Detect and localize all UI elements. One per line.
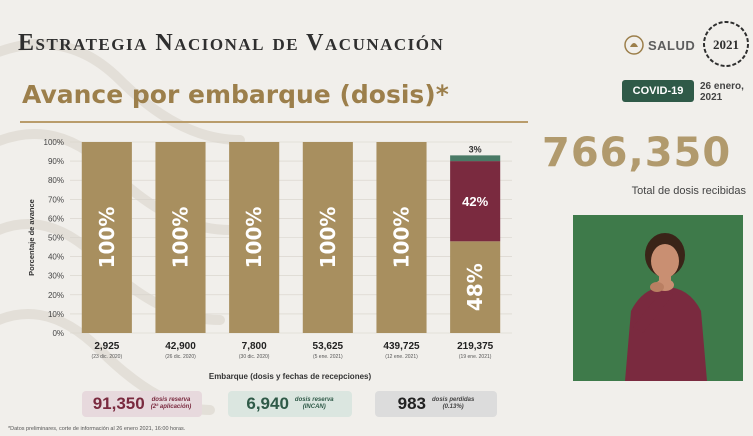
page-title: Estrategia Nacional de Vacunación (18, 30, 445, 56)
date-line-2: 2021 (700, 92, 723, 103)
summary-label-line-1: dosis reserva (151, 397, 191, 403)
summary-value: 983 (397, 394, 426, 413)
y-tick-label: 0% (52, 329, 64, 338)
bar-segment (450, 241, 501, 333)
y-tick-label: 70% (48, 195, 64, 204)
footnote: *Datos preliminares, corte de informació… (8, 426, 186, 432)
bar-data-label: 48% (463, 263, 487, 311)
page-subtitle: Avance por embarque (dosis)* (22, 80, 449, 109)
summary-label: dosis reserva (INCAN) (295, 397, 334, 411)
year-2021-logo: 2021 (702, 18, 750, 70)
x-tick-label: 219,375 (457, 341, 494, 352)
covid-badge: COVID-19 (622, 80, 694, 102)
x-tick-date-label: (19 ene. 2021) (459, 354, 492, 360)
y-tick-label: 30% (48, 272, 64, 281)
salud-logo: SALUD (624, 35, 695, 55)
bar-data-label: 100% (242, 207, 266, 269)
bar-segment (155, 142, 206, 333)
summary-label-line-2: (INCAN) (302, 404, 326, 410)
bar-segment (302, 142, 353, 333)
summary-label-line-1: dosis perdidas (432, 397, 475, 403)
x-axis-title: Embarque (dosis y fechas de recepciones) (208, 372, 372, 381)
summary-label-line-1: dosis reserva (294, 397, 334, 403)
y-tick-label: 20% (48, 291, 64, 300)
total-doses-value: 766,350 (542, 130, 732, 176)
bar-segment (450, 155, 501, 162)
summary-reserve-incan: 6,940 dosis reserva (INCAN) (228, 391, 352, 417)
bar-segment (450, 161, 501, 242)
bar-data-label: 3% (469, 144, 482, 154)
summary-label: dosis perdidas (0.13%) (432, 397, 474, 411)
bar-data-label: 42% (462, 194, 488, 209)
y-tick-label: 80% (48, 176, 64, 185)
eagle-seal-icon (624, 35, 644, 55)
summary-value: 6,940 (246, 394, 289, 413)
y-tick-label: 50% (48, 234, 64, 243)
title-divider (20, 121, 528, 123)
sign-language-interpreter-video (573, 215, 743, 381)
summary-lost-doses: 983 dosis perdidas (0.13%) (375, 391, 497, 417)
report-date: 26 enero, 2021 (700, 81, 752, 103)
y-tick-label: 10% (48, 310, 64, 319)
date-line-1: 26 enero, (700, 81, 744, 92)
bar-segment (81, 142, 132, 333)
x-tick-label: 2,925 (94, 341, 119, 352)
bar-segment (376, 142, 427, 333)
y-tick-label: 100% (44, 138, 64, 147)
x-tick-label: 42,900 (165, 341, 196, 352)
x-tick-date-label: (26 dic. 2020) (165, 354, 196, 360)
y-axis-title: Porcentaje de avance (27, 199, 36, 276)
x-tick-label: 53,625 (313, 341, 344, 352)
salud-logo-text: SALUD (648, 37, 696, 53)
summary-label: dosis reserva (2ª aplicación) (151, 397, 192, 411)
x-tick-date-label: (5 ene. 2021) (313, 354, 343, 360)
bar-data-label: 100% (169, 207, 193, 269)
bar-data-label: 100% (95, 207, 119, 269)
x-tick-date-label: (23 dic. 2020) (92, 354, 123, 360)
year-logo-text: 2021 (713, 37, 739, 52)
bar-segment (229, 142, 280, 333)
bar-data-label: 100% (316, 207, 340, 269)
x-tick-label: 439,725 (383, 341, 420, 352)
y-tick-label: 90% (48, 157, 64, 166)
x-tick-date-label: (30 dic. 2020) (239, 354, 270, 360)
x-tick-date-label: (12 ene. 2021) (385, 354, 418, 360)
summary-reserve-second-dose: 91,350 dosis reserva (2ª aplicación) (82, 391, 202, 417)
bar-data-label: 100% (390, 207, 414, 269)
y-tick-label: 60% (48, 214, 64, 223)
interpreter-figure (573, 215, 743, 381)
y-tick-label: 40% (48, 253, 64, 262)
x-tick-label: 7,800 (242, 341, 267, 352)
summary-label-line-2: (2ª aplicación) (150, 404, 192, 410)
total-doses-label: Total de dosis recibidas (631, 185, 746, 197)
summary-label-line-2: (0.13%) (442, 404, 464, 410)
summary-value: 91,350 (92, 394, 145, 413)
